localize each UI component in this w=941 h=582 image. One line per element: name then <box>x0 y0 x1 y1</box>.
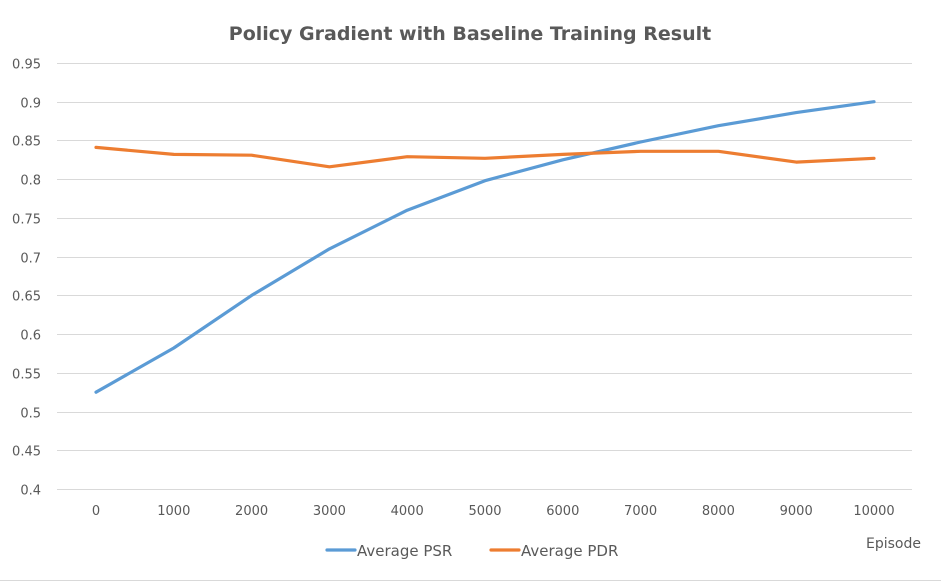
chart-title: Policy Gradient with Baseline Training R… <box>229 23 711 45</box>
x-axis-title: Episode <box>866 536 921 552</box>
y-tick-label: 0.8 <box>20 174 41 189</box>
x-tick-label: 10000 <box>853 504 894 519</box>
y-tick-label: 0.85 <box>12 135 41 150</box>
y-tick-label: 0.6 <box>20 329 41 344</box>
legend-label-average-pdr: Average PDR <box>521 542 618 560</box>
x-tick-label: 5000 <box>468 504 501 519</box>
y-tick-label: 0.55 <box>12 368 41 383</box>
x-tick-label: 1000 <box>157 504 190 519</box>
y-tick-label: 0.75 <box>12 213 41 228</box>
x-tick-label: 8000 <box>702 504 735 519</box>
legend-label-average-psr: Average PSR <box>357 542 452 560</box>
series-line-average-psr <box>94 100 876 394</box>
x-tick-label: 2000 <box>235 504 268 519</box>
x-tick-label: 6000 <box>546 504 579 519</box>
y-tick-label: 0.9 <box>20 97 41 112</box>
x-tick-label: 4000 <box>391 504 424 519</box>
y-tick-label: 0.7 <box>20 252 41 267</box>
y-axis-tick-labels: 0.4 0.45 0.5 0.55 0.6 0.65 0.7 0.75 0.8 0.85 0.9 0.… <box>12 58 41 499</box>
y-tick-label: 0.45 <box>12 445 41 460</box>
y-tick-label: 0.65 <box>12 290 41 305</box>
y-tick-label: 0.95 <box>12 58 41 73</box>
series-line-average-pdr <box>94 145 876 169</box>
x-axis-tick-labels: 0 1000 2000 3000 4000 5000 6000 7000 8000 9000 100… <box>92 504 895 519</box>
x-tick-label: 7000 <box>624 504 657 519</box>
y-tick-label: 0.5 <box>20 407 41 422</box>
x-tick-label: 3000 <box>313 504 346 519</box>
x-tick-label: 0 <box>92 504 100 519</box>
x-tick-label: 9000 <box>780 504 813 519</box>
y-tick-label: 0.4 <box>20 484 41 499</box>
data-series <box>94 100 876 394</box>
gridlines <box>57 63 912 490</box>
legend: Average PSR Average PDR <box>325 542 618 560</box>
